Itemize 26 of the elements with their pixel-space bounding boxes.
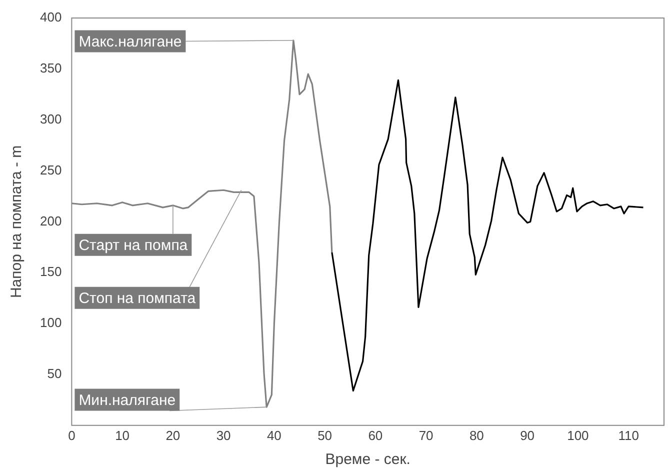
x-tick-label: 100 bbox=[567, 428, 589, 443]
y-tick-label: 350 bbox=[40, 60, 62, 76]
x-tick-label: 90 bbox=[520, 428, 535, 443]
x-tick-label: 110 bbox=[618, 428, 639, 443]
x-tick-label: 60 bbox=[368, 428, 383, 443]
y-tick-label: 100 bbox=[40, 315, 62, 330]
y-axis-title: Напор на помпата - m bbox=[8, 145, 26, 298]
x-tick-label: 30 bbox=[216, 428, 231, 443]
y-tick-label: 150 bbox=[40, 264, 62, 280]
y-tick-label: 400 bbox=[40, 10, 62, 25]
y-tick-label: 250 bbox=[40, 162, 62, 178]
y-tick-label: 300 bbox=[40, 111, 62, 126]
y-tick-label: 50 bbox=[47, 366, 62, 382]
x-tick-label: 10 bbox=[115, 428, 130, 443]
x-tick-label: 20 bbox=[166, 428, 180, 443]
x-tick-label: 50 bbox=[318, 428, 332, 443]
y-tick-label: 200 bbox=[40, 213, 62, 228]
annotation: Стоп на помпата bbox=[78, 290, 196, 308]
x-tick-label: 80 bbox=[469, 428, 484, 443]
x-tick-label: 40 bbox=[266, 428, 282, 443]
x-tick-label: 0 bbox=[68, 428, 76, 443]
x-tick-label: 70 bbox=[418, 428, 434, 443]
annotation: Старт на помпа bbox=[78, 237, 188, 254]
x-axis-title: Време - сек. bbox=[325, 451, 410, 468]
annotation: Мин.налягане bbox=[78, 392, 176, 409]
annotation: Макс.налягане bbox=[78, 33, 182, 50]
